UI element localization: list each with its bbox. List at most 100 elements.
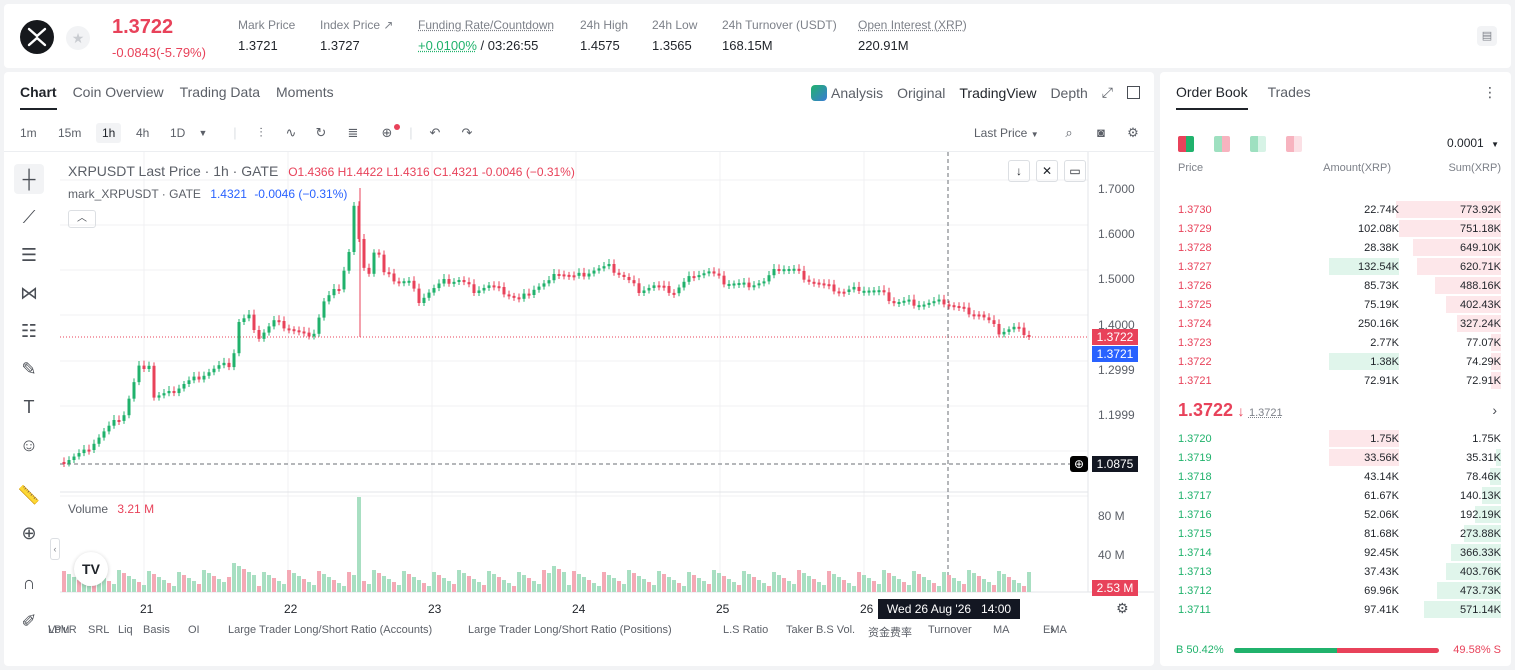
volume-bar <box>302 579 306 592</box>
replay-icon[interactable]: ↻ <box>312 124 330 142</box>
book-split-icon[interactable] <box>1214 136 1230 152</box>
price-type-label: Last Price <box>974 126 1027 140</box>
bid-row[interactable]: 1.3711 97.41K 571.14K <box>1160 600 1511 619</box>
indicator-tab[interactable]: Liq <box>118 624 133 636</box>
volume-bar <box>587 580 591 592</box>
ask-row[interactable]: 1.3729 102.08K 751.18K <box>1160 219 1511 238</box>
indicators-icon[interactable]: ∿ <box>282 124 300 142</box>
bid-row[interactable]: 1.3712 69.96K 473.73K <box>1160 581 1511 600</box>
collapse-icon[interactable]: ✕ <box>1036 160 1058 182</box>
indicator-tab[interactable]: Large Trader Long/Short Ratio (Accounts) <box>228 624 432 636</box>
sidebar-toggle-icon[interactable]: ‹ <box>50 538 60 560</box>
ask-row[interactable]: 1.3726 85.73K 488.16K <box>1160 276 1511 295</box>
ask-row[interactable]: 1.3722 1.38K 74.29K <box>1160 352 1511 371</box>
indicator-tab[interactable]: MA <box>993 624 1010 636</box>
bid-row[interactable]: 1.3717 61.67K 140.13K <box>1160 486 1511 505</box>
camera-icon[interactable]: ◙ <box>1092 124 1110 142</box>
bid-row[interactable]: 1.3719 33.56K 35.31K <box>1160 448 1511 467</box>
crosshair-time-tag: Wed 26 Aug '26 14:00 <box>878 599 1020 619</box>
view-tradingview[interactable]: TradingView <box>959 85 1036 101</box>
ask-row[interactable]: 1.3728 28.38K 649.10K <box>1160 238 1511 257</box>
search-icon[interactable]: ⌕ <box>1060 124 1078 142</box>
view-original[interactable]: Original <box>897 85 945 101</box>
ask-row[interactable]: 1.3721 72.91K 72.91K <box>1160 371 1511 390</box>
ask-row[interactable]: 1.3724 250.16K 327.24K <box>1160 314 1511 333</box>
volume-bar <box>132 579 136 592</box>
bid-row[interactable]: 1.3718 43.14K 78.46K <box>1160 467 1511 486</box>
book-icon[interactable]: ▤ <box>1477 26 1497 46</box>
collapse-legend-icon[interactable]: ︿ <box>68 210 96 228</box>
view-analysis[interactable]: Analysis <box>831 85 883 101</box>
add-alert-icon[interactable]: ⊕ <box>1070 456 1088 472</box>
indicator-tab[interactable]: Basis <box>143 624 170 636</box>
indicator-tab[interactable]: Large Trader Long/Short Ratio (Positions… <box>468 624 672 636</box>
template-icon[interactable]: ≣ <box>344 124 362 142</box>
bid-row[interactable]: 1.3720 1.75K 1.75K <box>1160 429 1511 448</box>
indicator-tab[interactable]: EMA <box>1043 624 1067 636</box>
tab-chart[interactable]: Chart <box>20 84 57 110</box>
indicator-tab[interactable]: Taker B.S Vol. <box>786 624 855 636</box>
precision-select[interactable]: 0.0001 ▼ <box>1447 136 1499 150</box>
window-icon[interactable] <box>1127 86 1140 99</box>
bid-row[interactable]: 1.3714 92.45K 366.33K <box>1160 543 1511 562</box>
ask-row[interactable]: 1.3725 75.19K 402.43K <box>1160 295 1511 314</box>
indicator-tab[interactable]: L.S Ratio <box>723 624 768 636</box>
ask-row[interactable]: 1.3730 22.74K 773.92K <box>1160 200 1511 219</box>
tf-1d[interactable]: 1D <box>170 126 185 140</box>
arrow-down-icon[interactable]: ↓ <box>1008 160 1030 182</box>
volume-bar <box>592 583 596 592</box>
price-chart[interactable] <box>4 152 1154 666</box>
favorite-star-icon[interactable]: ★ <box>66 26 90 50</box>
view-depth[interactable]: Depth <box>1050 85 1087 101</box>
chevron-right-icon[interactable]: › <box>1492 402 1497 418</box>
chevron-down-icon[interactable]: ▼ <box>194 124 212 142</box>
tf-4h[interactable]: 4h <box>136 126 149 140</box>
tab-moments[interactable]: Moments <box>276 84 334 110</box>
index-price-label[interactable]: Index Price ↗ <box>320 18 393 32</box>
tab-coin-overview[interactable]: Coin Overview <box>73 84 164 110</box>
volume-bar <box>767 586 771 592</box>
bid-row[interactable]: 1.3713 37.43K 403.76K <box>1160 562 1511 581</box>
volume-bar <box>202 570 206 592</box>
settings-icon[interactable]: ⚙ <box>1116 600 1129 617</box>
order-amount: 97.41K <box>1364 604 1399 616</box>
ask-row[interactable]: 1.3723 2.77K 77.07K <box>1160 333 1511 352</box>
candle-type-icon[interactable]: ⫶ <box>252 124 270 142</box>
indicator-tab[interactable]: OI <box>188 624 200 636</box>
volume-bar <box>342 586 346 592</box>
ask-row[interactable]: 1.3727 132.54K 620.71K <box>1160 257 1511 276</box>
tab-order-book[interactable]: Order Book <box>1176 84 1248 110</box>
indicator-tab[interactable]: SRL <box>88 624 109 636</box>
tab-trades[interactable]: Trades <box>1268 84 1311 110</box>
indicator-tab[interactable]: 资金费率 <box>868 624 912 640</box>
volume-bar <box>167 583 171 592</box>
chevron-right-icon[interactable]: › <box>1050 622 1054 637</box>
more-icon[interactable]: ⋮ <box>1483 84 1497 101</box>
book-asks-icon[interactable] <box>1286 136 1302 152</box>
book-both-icon[interactable] <box>1178 136 1194 152</box>
expand-icon[interactable]: ⤢ <box>1102 84 1113 101</box>
bid-row[interactable]: 1.3716 52.06K 192.19K <box>1160 505 1511 524</box>
bid-row[interactable]: 1.3715 81.68K 273.88K <box>1160 524 1511 543</box>
high-24h-value: 1.4575 <box>580 38 628 53</box>
tf-1m[interactable]: 1m <box>20 126 37 140</box>
volume-bar <box>542 570 546 592</box>
indicator-tab[interactable]: Volu <box>48 624 69 636</box>
tradingview-logo-icon[interactable]: TV <box>74 552 108 586</box>
turnover-label: 24h Turnover (USDT) <box>722 18 837 32</box>
divider: | <box>226 124 244 142</box>
indicator-tab[interactable]: Turnover <box>928 624 972 636</box>
order-price: 1.3718 <box>1178 471 1212 483</box>
order-amount: 92.45K <box>1364 547 1399 559</box>
tf-15m[interactable]: 15m <box>58 126 81 140</box>
tab-trading-data[interactable]: Trading Data <box>180 84 260 110</box>
fullscreen-icon[interactable]: ▭ <box>1064 160 1086 182</box>
redo-icon[interactable]: ↷ <box>458 124 476 142</box>
order-price: 1.3716 <box>1178 509 1212 521</box>
book-bids-icon[interactable] <box>1250 136 1266 152</box>
tf-1h[interactable]: 1h <box>96 123 121 143</box>
undo-icon[interactable]: ↶ <box>426 124 444 142</box>
order-sum: 620.71K <box>1460 261 1501 273</box>
gear-icon[interactable]: ⚙ <box>1124 124 1142 142</box>
price-type-select[interactable]: Last Price ▼ <box>974 126 1039 140</box>
